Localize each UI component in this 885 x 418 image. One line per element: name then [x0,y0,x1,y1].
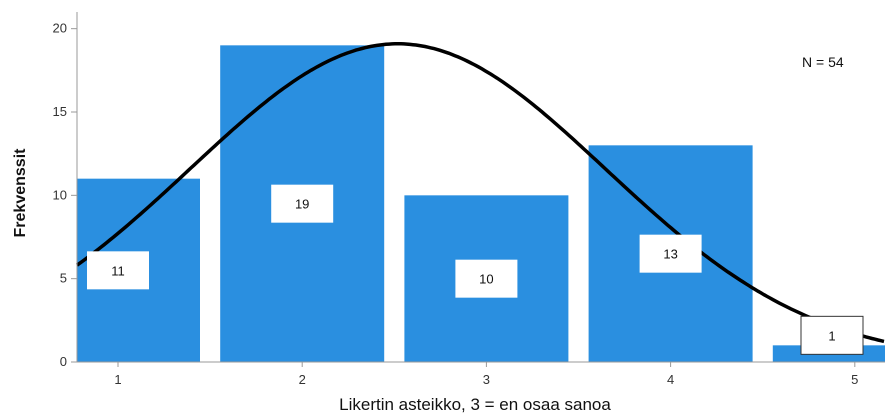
bars-group [77,45,885,362]
x-ticks-group: 1 2 3 4 5 [114,362,858,387]
x-tick-label-4: 4 [667,372,674,387]
data-label-3: 10 [479,272,493,287]
data-label-box-1 [87,251,149,290]
data-label-2: 19 [295,197,309,212]
y-tick-label-20: 20 [53,21,67,36]
data-labels-group: 11 19 10 13 1 [87,184,864,355]
data-label-box-5 [800,315,864,355]
data-label-box-2 [271,184,334,223]
x-tick-label-5: 5 [851,372,858,387]
y-tick-label-0: 0 [60,354,67,369]
y-tick-label-10: 10 [53,187,67,202]
annotation-n: N = 54 [802,54,844,70]
data-label-5: 1 [828,328,835,343]
data-label-box-3 [455,259,518,298]
y-ticks-group: 0 5 10 15 20 [53,21,77,369]
x-axis-title: Likertin asteikko, 3 = en osaa sanoa [339,395,611,414]
data-label-1: 11 [111,263,125,278]
x-tick-label-3: 3 [483,372,490,387]
x-tick-label-2: 2 [299,372,306,387]
data-label-4: 13 [663,247,677,262]
x-tick-label-1: 1 [114,372,121,387]
data-label-box-4 [639,234,702,273]
y-tick-label-5: 5 [60,271,67,286]
y-axis-title: Frekvenssit [12,148,29,238]
y-tick-label-15: 15 [53,104,67,119]
normal-curve [75,42,885,344]
